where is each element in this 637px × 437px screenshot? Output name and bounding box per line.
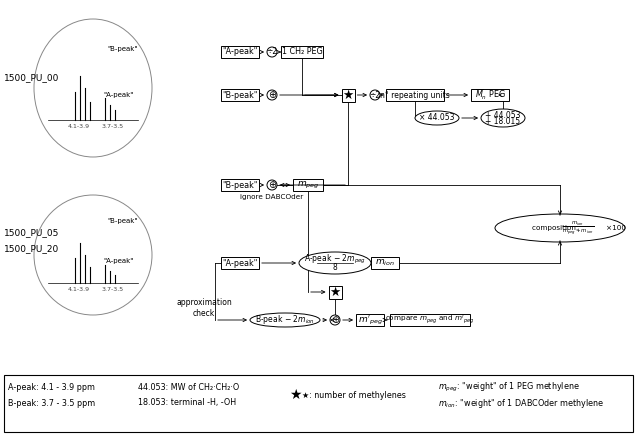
Text: B-peak $-$ 2$m_{ion}$: B-peak $-$ 2$m_{ion}$ — [255, 313, 315, 326]
Text: ignore DABCOder: ignore DABCOder — [240, 194, 304, 200]
Text: "B-peak": "B-peak" — [107, 46, 138, 52]
FancyBboxPatch shape — [4, 375, 633, 432]
Circle shape — [370, 90, 380, 100]
Text: $m_{ion}$: "weight" of 1 DABCOder methylene: $m_{ion}$: "weight" of 1 DABCOder methyl… — [438, 396, 604, 409]
Text: $m_{peg}$: $m_{peg}$ — [297, 180, 319, 191]
Ellipse shape — [495, 214, 625, 242]
Text: 8: 8 — [333, 263, 338, 271]
FancyBboxPatch shape — [386, 89, 444, 101]
Ellipse shape — [250, 313, 320, 327]
Circle shape — [267, 47, 277, 57]
Text: + 44.053: + 44.053 — [485, 111, 521, 119]
Text: 3.7-3.5: 3.7-3.5 — [102, 287, 124, 292]
Text: 1500_PU_05: 1500_PU_05 — [4, 229, 59, 237]
Text: n° repeating units: n° repeating units — [380, 90, 450, 100]
FancyBboxPatch shape — [329, 285, 341, 298]
FancyBboxPatch shape — [293, 179, 323, 191]
Text: "B-peak": "B-peak" — [222, 180, 258, 190]
Text: ★: ★ — [342, 89, 354, 101]
Text: "A-peak": "A-peak" — [222, 48, 258, 56]
Text: ⊕: ⊕ — [331, 315, 339, 325]
FancyBboxPatch shape — [390, 314, 470, 326]
Ellipse shape — [415, 111, 459, 125]
Text: $\overline{M}_n$ PEG: $\overline{M}_n$ PEG — [475, 88, 505, 102]
Text: 4.1-3.9: 4.1-3.9 — [68, 287, 90, 292]
Text: $m_{ion}$: $m_{ion}$ — [375, 258, 395, 268]
Text: 4.1-3.9: 4.1-3.9 — [68, 124, 90, 129]
FancyBboxPatch shape — [281, 46, 323, 58]
Text: ★: number of methylenes: ★: number of methylenes — [302, 391, 406, 399]
Text: 18.053: terminal -H, -OH: 18.053: terminal -H, -OH — [138, 399, 236, 407]
Text: 44.053: MW of CH₂·CH₂·O: 44.053: MW of CH₂·CH₂·O — [138, 382, 240, 392]
FancyBboxPatch shape — [471, 89, 509, 101]
Text: "A-peak": "A-peak" — [104, 258, 134, 264]
Text: "B-peak": "B-peak" — [222, 90, 258, 100]
Text: $\frac{m_{ion}}{m_{peg}+m_{ion}}$: $\frac{m_{ion}}{m_{peg}+m_{ion}}$ — [562, 219, 594, 236]
Text: composition:: composition: — [532, 225, 580, 231]
Ellipse shape — [299, 252, 371, 274]
Text: ★: ★ — [329, 285, 341, 298]
Text: $m'_{peg}$: $m'_{peg}$ — [357, 313, 382, 326]
Text: ×100: ×100 — [606, 225, 626, 231]
Text: ⊕: ⊕ — [268, 180, 276, 190]
Text: B-peak: 3.7 - 3.5 ppm: B-peak: 3.7 - 3.5 ppm — [8, 399, 96, 407]
Text: compare $m_{peg}$ and $m'_{peg}$: compare $m_{peg}$ and $m'_{peg}$ — [385, 314, 475, 326]
Text: approximation
check: approximation check — [176, 298, 232, 318]
Text: A-peak: 4.1 - 3.9 ppm: A-peak: 4.1 - 3.9 ppm — [8, 382, 95, 392]
FancyBboxPatch shape — [356, 314, 384, 326]
FancyBboxPatch shape — [221, 89, 259, 101]
Text: "A-peak": "A-peak" — [104, 92, 134, 98]
Text: "B-peak": "B-peak" — [107, 218, 138, 225]
Text: ★: ★ — [289, 388, 301, 402]
Ellipse shape — [481, 109, 525, 127]
Text: ÷2: ÷2 — [369, 90, 380, 100]
Ellipse shape — [34, 195, 152, 315]
FancyBboxPatch shape — [371, 257, 399, 269]
Text: ⊕: ⊕ — [268, 90, 276, 100]
Text: $m_{peg}$: "weight" of 1 PEG methylene: $m_{peg}$: "weight" of 1 PEG methylene — [438, 381, 580, 394]
Text: 3.7-3.5: 3.7-3.5 — [102, 124, 124, 129]
FancyBboxPatch shape — [221, 46, 259, 58]
FancyBboxPatch shape — [221, 257, 259, 269]
Circle shape — [267, 90, 277, 100]
FancyBboxPatch shape — [221, 179, 259, 191]
Text: A-peak $-$ 2$m_{peg}$: A-peak $-$ 2$m_{peg}$ — [304, 253, 366, 266]
Text: ÷2: ÷2 — [266, 48, 278, 56]
Text: + 18.015: + 18.015 — [485, 118, 520, 126]
Ellipse shape — [34, 19, 152, 157]
Text: "A-peak": "A-peak" — [222, 259, 258, 267]
Text: 1500_PU_20: 1500_PU_20 — [4, 244, 59, 253]
Circle shape — [267, 180, 277, 190]
FancyBboxPatch shape — [341, 89, 355, 101]
Text: 1 CH₂ PEG: 1 CH₂ PEG — [282, 48, 322, 56]
Circle shape — [330, 315, 340, 325]
Text: 1500_PU_00: 1500_PU_00 — [4, 73, 59, 83]
Text: × 44.053: × 44.053 — [419, 114, 455, 122]
